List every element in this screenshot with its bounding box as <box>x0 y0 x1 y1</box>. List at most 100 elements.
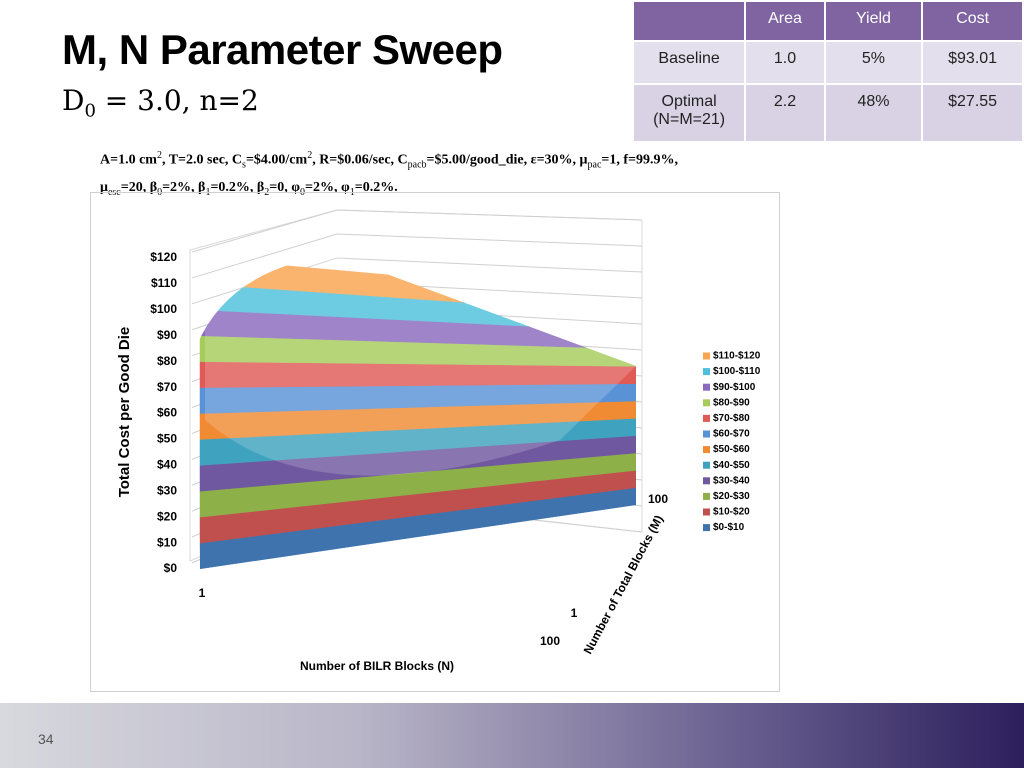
legend-label: $110-$120 <box>713 351 761 362</box>
z-tick-label: 100 <box>648 492 668 506</box>
legend-swatch <box>703 399 710 407</box>
page-number: 34 <box>38 731 54 747</box>
parameter-text: pac <box>587 159 602 171</box>
subtitle: D0 = 3.0, n=2 <box>62 84 259 122</box>
grid-line <box>191 209 643 253</box>
y-tick-label: $40 <box>157 458 177 472</box>
legend-swatch <box>703 477 710 485</box>
subtitle-rest: = 3.0, n=2 <box>95 84 259 117</box>
header-cell <box>631 0 747 42</box>
parameter-text: =$5.00/good_die, ε=30%, μ <box>426 152 588 168</box>
footer-bar <box>0 703 1024 768</box>
y-tick-label: $30 <box>157 483 177 497</box>
y-tick-label: $50 <box>157 432 177 446</box>
legend-label: $10-$20 <box>713 507 750 518</box>
parameter-text: 2 <box>307 150 313 161</box>
legend-label: $40-$50 <box>713 460 750 471</box>
legend-label: $100-$110 <box>713 366 761 377</box>
parameter-line: A=1.0 cm2, T=2.0 sec, Cs=$4.00/cm2, R=$0… <box>100 144 678 176</box>
x-tick-label: 1 <box>199 586 206 600</box>
legend-swatch <box>703 383 710 391</box>
y-tick-label: $100 <box>150 302 177 316</box>
parameter-text: 2 <box>156 150 162 161</box>
parameter-text: pacb <box>407 159 427 171</box>
y-tick-label: $20 <box>157 509 177 523</box>
results-table: Area Yield Cost Baseline 1.0 5% $93.01 Optima… <box>631 0 1024 143</box>
x-axis-title: Number of BILR Blocks (N) <box>300 659 454 673</box>
parameter-text: =$4.00/cm <box>245 152 308 168</box>
legend-label: $50-$60 <box>713 444 750 455</box>
table-row: Baseline 1.0 5% $93.01 <box>631 40 1024 85</box>
y-tick-label: $110 <box>151 276 177 290</box>
legend-label: $60-$70 <box>713 429 750 440</box>
subtitle-base: D <box>62 84 85 117</box>
surface-band <box>199 335 636 367</box>
x-tick-label: 100 <box>540 634 560 648</box>
cell: 2.2 <box>744 83 826 143</box>
parameter-text: =1, f=99.9%, <box>601 152 679 168</box>
z-tick-label: 1 <box>571 606 578 620</box>
parameter-text: =2%, φ <box>305 180 350 196</box>
parameter-text: , T=2.0 sec, C <box>161 152 243 168</box>
surface-band <box>199 418 636 466</box>
legend-swatch <box>703 414 710 422</box>
cell: $27.55 <box>921 83 1024 143</box>
chart: Total Cost per Good Die Number of BILR B… <box>116 209 761 673</box>
parameter-text: =2%, β <box>162 180 206 196</box>
cell: 1.0 <box>744 40 826 85</box>
surface-band <box>199 487 636 569</box>
y-tick-label: $120 <box>150 250 177 264</box>
legend-swatch <box>703 461 710 469</box>
surface-band <box>199 361 636 388</box>
legend-swatch <box>703 446 710 454</box>
parameters: A=1.0 cm2, T=2.0 sec, Cs=$4.00/cm2, R=$0… <box>100 144 678 204</box>
surface-band <box>199 383 636 414</box>
parameter-text: s <box>242 159 246 171</box>
grid-line <box>191 233 643 279</box>
header-cell: Cost <box>921 0 1024 42</box>
parameter-text: μ <box>100 180 108 196</box>
chart-frame <box>90 192 780 692</box>
parameter-text: , R=$0.06/sec, C <box>312 152 408 168</box>
parameter-text: =20, β <box>120 180 158 196</box>
subtitle-sub: 0 <box>84 100 96 122</box>
y-tick-label: $90 <box>157 328 177 342</box>
legend-label: $0-$10 <box>713 522 745 533</box>
legend-label: $70-$80 <box>713 413 750 424</box>
cell: 48% <box>823 83 924 143</box>
cell: 5% <box>823 40 924 85</box>
legend-swatch <box>703 508 710 516</box>
cell: $93.01 <box>921 40 1024 85</box>
legend-label: $30-$40 <box>713 475 750 486</box>
table-row: Optimal (N=M=21) 2.2 48% $27.55 <box>631 83 1024 143</box>
surface-band <box>199 452 636 518</box>
legend-swatch <box>703 492 710 500</box>
legend-swatch <box>703 352 710 360</box>
parameter-text: =0.2%. <box>354 180 398 196</box>
y-tick-label: $0 <box>164 561 178 575</box>
parameter-text: =0.2%, β <box>210 180 265 196</box>
surface-band <box>199 470 636 544</box>
y-tick-label: $10 <box>157 535 177 549</box>
y-tick-label: $80 <box>157 354 177 368</box>
legend-swatch <box>703 430 710 438</box>
header-cell: Yield <box>823 0 924 42</box>
slide-title: M, N Parameter Sweep <box>62 26 503 73</box>
grid-line <box>191 257 643 305</box>
legend-label: $90-$100 <box>713 382 756 393</box>
y-tick-label: $60 <box>157 406 177 420</box>
surface-dome <box>205 255 636 476</box>
legend-label: $20-$30 <box>713 491 750 502</box>
parameter-text: A=1.0 cm <box>100 152 157 168</box>
surface-band <box>199 435 636 492</box>
legend-label: $80-$90 <box>713 397 750 408</box>
cell: Baseline <box>631 40 747 85</box>
parameter-text: =0, φ <box>269 180 301 196</box>
legend-swatch <box>703 524 710 532</box>
z-axis-title: Number of Total Blocks (M) <box>581 513 666 657</box>
header-row: Area Yield Cost <box>631 0 1024 42</box>
y-axis-title: Total Cost per Good Die <box>116 327 133 498</box>
cell: Optimal (N=M=21) <box>631 83 747 143</box>
header-cell: Area <box>744 0 826 42</box>
